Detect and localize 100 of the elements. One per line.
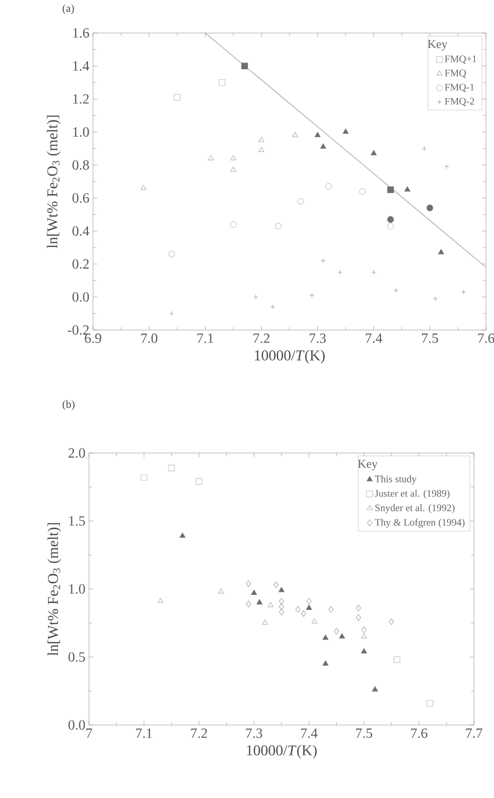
y-tick-label: 0.2 bbox=[72, 259, 89, 269]
chart-title: (a) bbox=[62, 4, 74, 14]
point bbox=[140, 184, 146, 190]
y-tick-label: 0.4 bbox=[72, 226, 90, 236]
x-tick-label: 7.4 bbox=[301, 728, 318, 738]
point bbox=[312, 618, 318, 624]
point bbox=[218, 79, 226, 86]
point bbox=[158, 598, 164, 604]
point bbox=[370, 150, 377, 156]
point bbox=[328, 606, 334, 613]
x-tick-label: 7.3 bbox=[246, 728, 262, 738]
x-tick-label: 7.1 bbox=[197, 334, 214, 343]
point bbox=[322, 634, 328, 640]
point bbox=[309, 292, 314, 298]
y-axis-title: ln[Wt% Fe$_{2}$O$_{3}$ (melt)] bbox=[46, 116, 60, 248]
legend-label: FMQ-2 bbox=[444, 98, 474, 106]
point bbox=[246, 600, 252, 608]
y-tick-label: 0.0 bbox=[72, 292, 89, 302]
point bbox=[168, 250, 175, 258]
point bbox=[230, 221, 237, 228]
point bbox=[278, 598, 284, 605]
point bbox=[320, 144, 326, 149]
legend-title: Key bbox=[358, 460, 378, 470]
legend-label: This study bbox=[374, 475, 417, 484]
y-tick-label: 1.0 bbox=[69, 584, 85, 594]
point bbox=[356, 614, 362, 621]
point bbox=[140, 474, 148, 481]
point bbox=[262, 620, 268, 625]
point bbox=[359, 188, 366, 195]
point bbox=[256, 599, 262, 604]
point bbox=[322, 660, 328, 666]
point bbox=[361, 626, 367, 634]
y-tick-label: 0.0 bbox=[68, 720, 85, 730]
y-tick-label: 1.6 bbox=[73, 28, 90, 38]
point bbox=[218, 588, 224, 594]
x-axis-title: 10000/T(K) bbox=[254, 350, 325, 364]
legend-label: FMQ bbox=[444, 70, 466, 78]
point bbox=[404, 186, 410, 192]
legend-label: FMQ-1 bbox=[444, 84, 474, 92]
point bbox=[169, 311, 174, 316]
point bbox=[168, 464, 175, 472]
point bbox=[426, 204, 434, 212]
x-tick-label: 7.2 bbox=[254, 334, 270, 344]
point bbox=[258, 136, 264, 142]
point bbox=[314, 132, 320, 138]
point bbox=[251, 590, 257, 595]
point bbox=[295, 606, 301, 613]
point bbox=[208, 155, 214, 160]
y-tick-label: 0.6 bbox=[72, 193, 90, 203]
point bbox=[339, 633, 345, 638]
point bbox=[300, 610, 306, 617]
point bbox=[342, 128, 349, 134]
point bbox=[334, 628, 340, 634]
point bbox=[356, 604, 362, 612]
point bbox=[338, 270, 343, 275]
point bbox=[297, 198, 304, 205]
legend-label: Juster et al. (1989) bbox=[374, 490, 450, 499]
point bbox=[230, 166, 236, 172]
point bbox=[196, 478, 202, 485]
x-tick-label: 7.7 bbox=[466, 728, 482, 738]
x-tick-label: 7.3 bbox=[310, 334, 326, 344]
x-tick-label: 7.6 bbox=[411, 728, 428, 738]
point bbox=[394, 656, 400, 664]
x-tick-label: 7.2 bbox=[191, 728, 207, 738]
point bbox=[361, 648, 367, 654]
y-tick-label: 2.0 bbox=[68, 448, 85, 458]
y-axis-title: ln[Wt% Fe$_{2}$O$_{3}$ (melt)] bbox=[48, 523, 62, 656]
x-tick-label: 7.5 bbox=[422, 334, 438, 343]
point bbox=[432, 296, 438, 302]
x-tick-label: 7.6 bbox=[478, 334, 494, 344]
point bbox=[258, 146, 264, 152]
chart-title: (b) bbox=[62, 400, 75, 410]
y-tick-label: 0.5 bbox=[68, 652, 85, 662]
point bbox=[422, 146, 427, 152]
y-tick-label: 1.4 bbox=[73, 61, 90, 71]
point bbox=[306, 604, 312, 610]
legend-label: Snyder et al. (1992) bbox=[375, 504, 454, 514]
point bbox=[306, 598, 312, 605]
point bbox=[278, 603, 284, 610]
x-tick-label: 7 bbox=[86, 728, 92, 738]
y-tick-label: -0.2 bbox=[68, 325, 89, 335]
x-tick-label: 7.1 bbox=[136, 728, 152, 738]
point bbox=[387, 186, 394, 194]
point bbox=[438, 249, 444, 254]
point bbox=[230, 155, 236, 160]
y-tick-label: 1.5 bbox=[69, 516, 85, 526]
point bbox=[372, 686, 378, 692]
point bbox=[361, 633, 367, 638]
y-tick-label: 1.0 bbox=[73, 127, 89, 137]
point bbox=[268, 602, 274, 608]
point bbox=[278, 587, 284, 592]
point bbox=[387, 216, 394, 223]
point bbox=[273, 582, 279, 588]
x-tick-label: 7.5 bbox=[356, 728, 372, 738]
point bbox=[325, 183, 332, 190]
point bbox=[253, 294, 258, 300]
y-tick-label: 0.8 bbox=[72, 160, 89, 170]
point bbox=[387, 222, 394, 230]
legend-label: Thy & Lofgren (1994) bbox=[374, 518, 464, 528]
x-tick-label: 7.0 bbox=[141, 334, 158, 344]
